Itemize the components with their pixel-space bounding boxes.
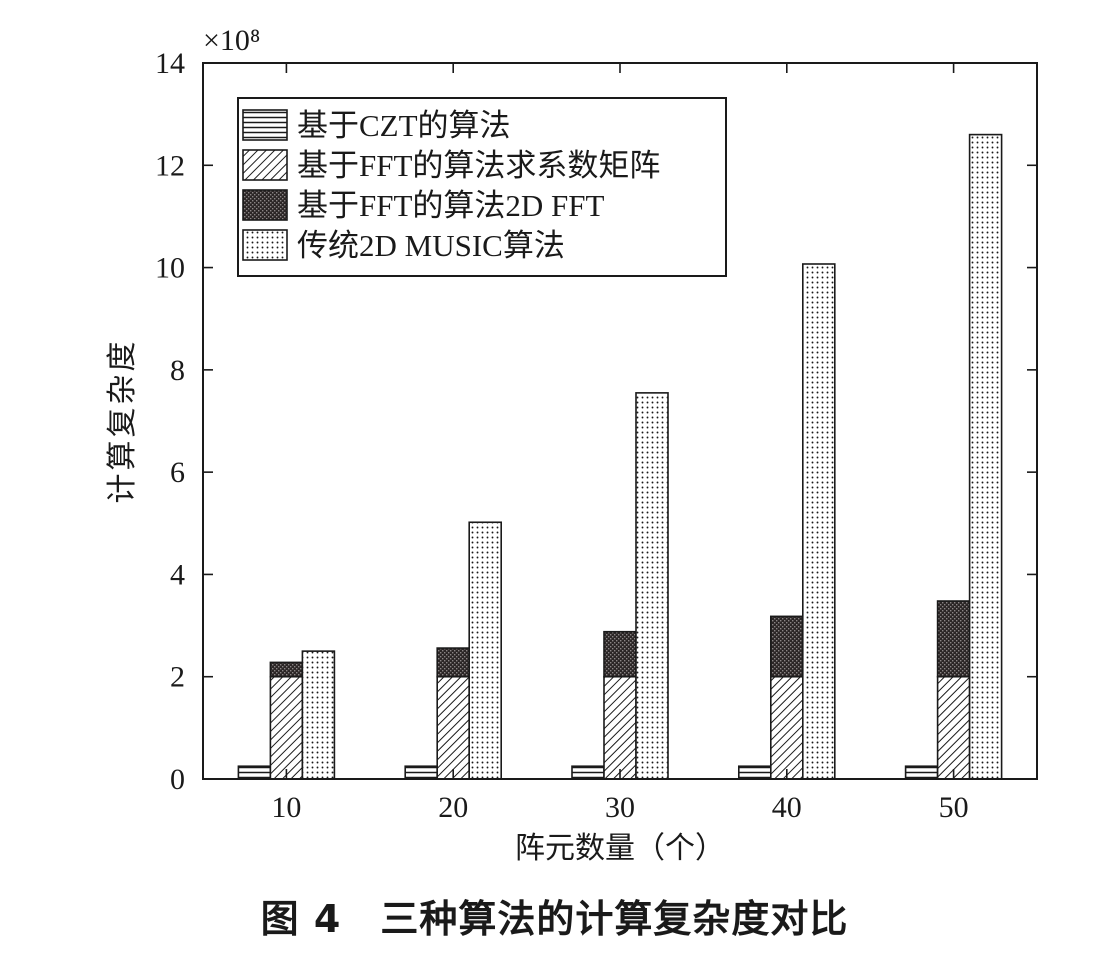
- bar-4-20: [468, 521, 503, 780]
- bar-1-40: [737, 765, 772, 780]
- bar-2-10: [269, 675, 304, 780]
- x-tick-label: 50: [939, 791, 969, 824]
- bar-1-10: [237, 765, 272, 780]
- x-tick-label: 20: [438, 791, 468, 824]
- bar-chart: 10 20 30 40 50 0 2 4 6 8 10 12 14 ×10⁸ 计算复杂度 阵元数量（个）…: [105, 24, 1038, 866]
- legend-label-4: 传统2D MUSIC算法: [297, 228, 565, 263]
- legend-swatch-4: [242, 229, 288, 261]
- y-axis-multiplier: ×10⁸: [203, 24, 260, 57]
- ticks-layer: 10 20 30 40 50 0 2 4 6 8 10 12 14: [155, 47, 1037, 824]
- legend-swatch-3: [242, 189, 288, 221]
- y-tick-label: 2: [170, 661, 185, 694]
- legend-label-2: 基于FFT的算法求系数矩阵: [297, 148, 660, 183]
- y-tick-label: 12: [155, 149, 185, 182]
- legend-swatch-1: [242, 109, 288, 141]
- y-tick-label: 14: [155, 47, 185, 80]
- x-axis-title: 阵元数量（个）: [515, 831, 725, 866]
- y-tick-label: 8: [170, 354, 185, 387]
- bar-4-30: [635, 392, 669, 780]
- y-axis-title: 计算复杂度: [105, 339, 140, 504]
- bar-1-30: [571, 765, 605, 780]
- legend-swatch-2: [242, 149, 288, 181]
- x-tick-label: 30: [605, 791, 635, 824]
- figure-caption: 图 4 三种算法的计算复杂度对比: [260, 897, 849, 941]
- bars-layer: [237, 133, 1003, 780]
- x-tick-label: 10: [271, 791, 301, 824]
- legend-label-1: 基于CZT的算法: [297, 108, 511, 143]
- legend-box: [237, 97, 727, 277]
- bar-2-30: [603, 675, 637, 780]
- bar-4-10: [301, 650, 336, 780]
- bar-3-30: [603, 630, 637, 678]
- bar-3-40: [769, 615, 804, 678]
- bar-3-20: [436, 647, 471, 678]
- bar-3-10: [269, 661, 304, 678]
- plot-area-frame: [202, 62, 1038, 780]
- bar-2-20: [436, 675, 471, 780]
- bar-4-40: [801, 263, 836, 780]
- y-tick-label: 4: [170, 558, 185, 591]
- bar-3-50: [936, 600, 971, 678]
- bar-4-50: [968, 133, 1003, 780]
- bar-1-50: [904, 765, 939, 780]
- bar-1-20: [404, 765, 439, 780]
- x-tick-label: 40: [772, 791, 802, 824]
- legend-label-3: 基于FFT的算法2D FFT: [297, 188, 605, 223]
- y-tick-label: 10: [155, 252, 185, 285]
- y-tick-label: 6: [170, 456, 185, 489]
- y-tick-label: 0: [170, 763, 185, 796]
- bar-2-40: [769, 675, 804, 780]
- bar-2-50: [936, 675, 971, 780]
